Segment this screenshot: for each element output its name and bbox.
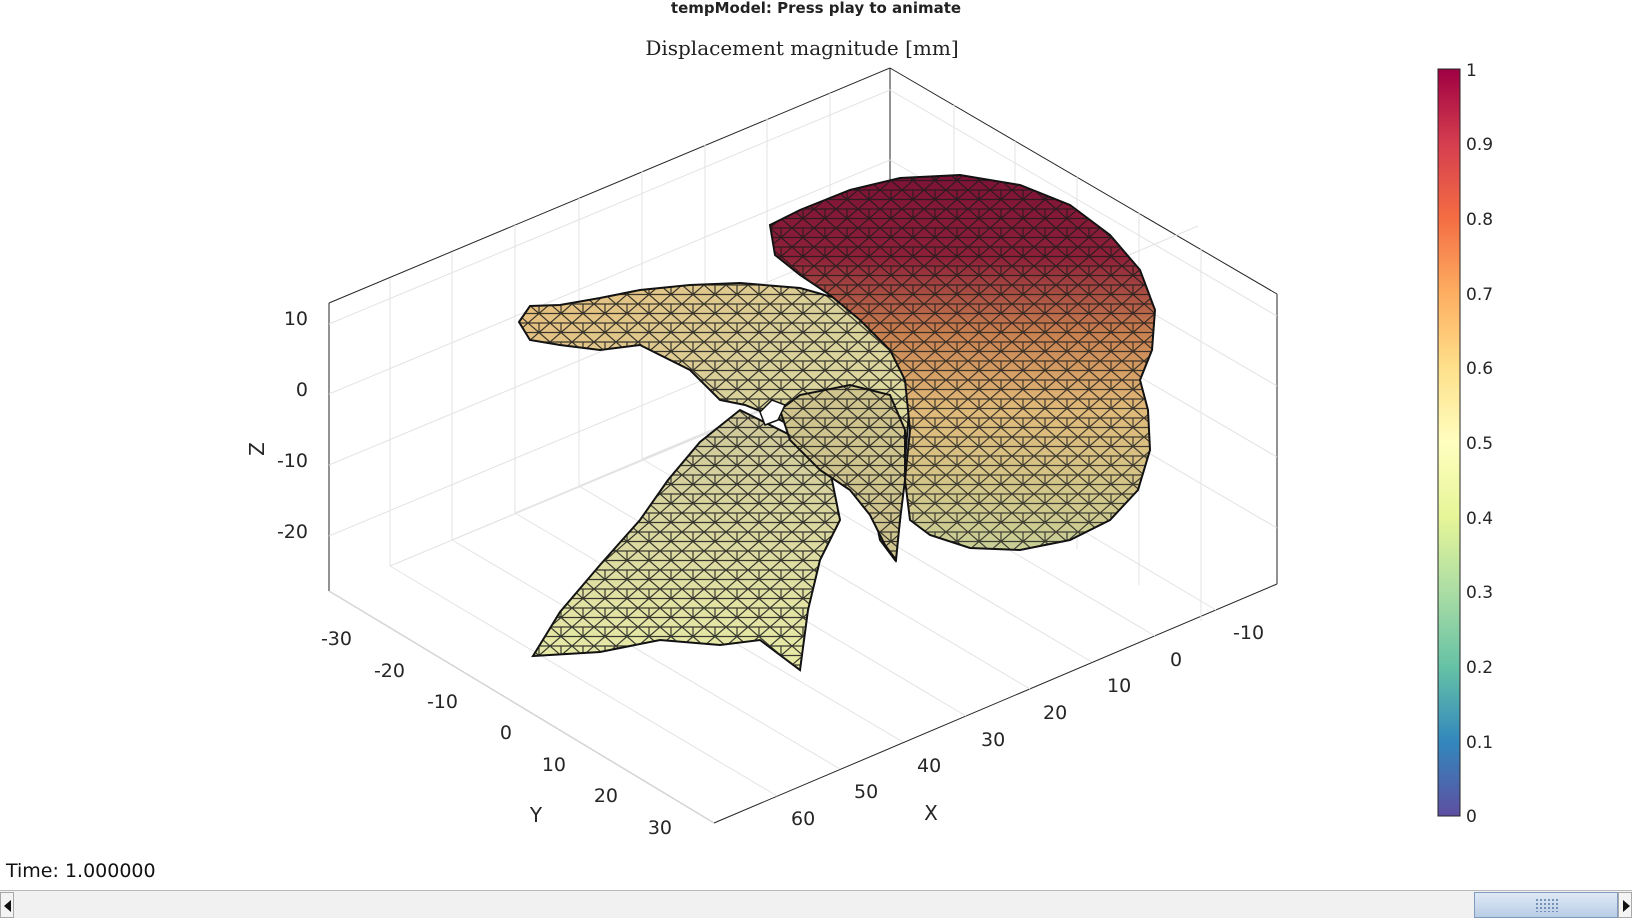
x-tick: 30 <box>981 729 1005 751</box>
colorbar-tick: 0.1 <box>1466 733 1493 753</box>
scroll-right-button[interactable] <box>1618 892 1632 918</box>
x-tick: 10 <box>1107 675 1131 697</box>
z-tick: -10 <box>277 450 308 472</box>
z-tick: 0 <box>296 379 308 401</box>
y-axis-label: Y <box>529 803 543 827</box>
colorbar-tick: 0.7 <box>1466 285 1493 305</box>
colorbar-tick: 0.2 <box>1466 658 1493 678</box>
colorbar-tick: 0 <box>1466 807 1477 827</box>
y-tick: 0 <box>500 722 512 744</box>
x-tick: 50 <box>854 781 878 803</box>
time-label: Time: 1.000000 <box>6 860 156 882</box>
y-tick: 30 <box>648 817 672 839</box>
colorbar-tick: 0.5 <box>1466 434 1493 454</box>
grip-icon <box>1535 898 1559 912</box>
colorbar-tick: 1 <box>1466 61 1477 81</box>
y-tick: -10 <box>427 691 458 713</box>
vertebra-surface[interactable] <box>517 173 1157 672</box>
y-axis-ticks: -30 -20 -10 0 10 20 30 <box>321 628 672 839</box>
x-tick: 40 <box>917 755 941 777</box>
plot-title: Displacement magnitude [mm] <box>645 36 958 60</box>
y-tick: 10 <box>542 754 566 776</box>
y-tick: -30 <box>321 628 352 650</box>
scroll-left-button[interactable] <box>0 892 14 918</box>
time-scrollbar[interactable] <box>0 890 1632 918</box>
z-axis-label: Z <box>245 442 269 456</box>
arrow-right-icon <box>1623 900 1630 912</box>
z-tick: 10 <box>284 308 308 330</box>
window-title: tempModel: Press play to animate <box>670 0 962 17</box>
scrollbar-thumb[interactable] <box>1474 892 1618 918</box>
colorbar-tick: 0.4 <box>1466 509 1493 529</box>
colorbar-ticks: 1 0.9 0.8 0.7 0.6 0.5 0.4 0.3 0.2 0.1 0 <box>1466 61 1493 827</box>
x-tick: 60 <box>791 808 815 830</box>
x-axis-ticks: -10 0 10 20 30 40 50 60 <box>791 622 1264 830</box>
y-tick: -20 <box>374 660 405 682</box>
colorbar-tick: 0.9 <box>1466 135 1493 155</box>
x-tick: 0 <box>1170 649 1182 671</box>
x-tick: 20 <box>1043 702 1067 724</box>
x-tick: -10 <box>1233 622 1264 644</box>
z-tick: -20 <box>277 521 308 543</box>
scrollbar-track[interactable] <box>14 892 1618 918</box>
colorbar-tick: 0.8 <box>1466 210 1493 230</box>
vertebral-foramen <box>759 399 787 426</box>
colorbar-gradient <box>1437 68 1461 817</box>
x-axis-label: X <box>924 801 938 825</box>
colorbar-tick: 0.6 <box>1466 359 1493 379</box>
arrow-left-icon <box>4 900 11 912</box>
y-tick: 20 <box>594 785 618 807</box>
colorbar-tick: 0.3 <box>1466 583 1493 603</box>
colorbar[interactable]: 1 0.9 0.8 0.7 0.6 0.5 0.4 0.3 0.2 0.1 0 <box>1437 61 1493 827</box>
z-axis-ticks: 10 0 -10 -20 <box>277 308 308 543</box>
